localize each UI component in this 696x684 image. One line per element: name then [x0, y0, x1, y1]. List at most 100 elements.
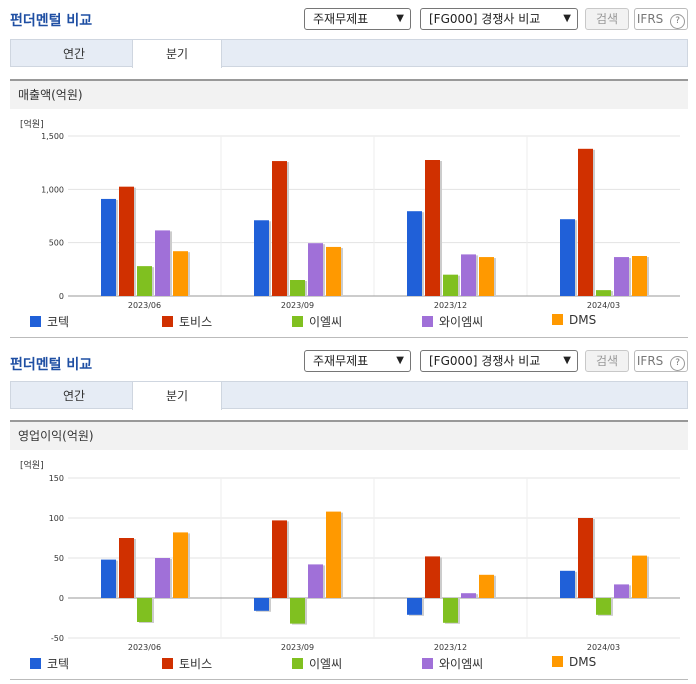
bar — [407, 598, 422, 615]
bar — [443, 274, 458, 296]
legend-item: 코텍 — [30, 313, 69, 330]
legend-swatch — [552, 656, 563, 667]
section-title: 펀더멘털 비교 — [10, 357, 93, 373]
legend-swatch — [30, 316, 41, 327]
fundamental-section-2: 펀더멘털 비교 주재무제표 ▼ [FG000] 경쟁사 비교 ▼ 검색 IFRS… — [0, 342, 696, 684]
bar — [425, 556, 440, 598]
bar — [614, 584, 629, 598]
chevron-down-icon: ▼ — [563, 355, 571, 366]
legend-item: 와이엠씨 — [422, 655, 483, 672]
chevron-down-icon: ▼ — [396, 13, 404, 24]
search-button[interactable]: 검색 — [585, 350, 629, 372]
statement-select-value: 주재무제표 — [313, 12, 369, 26]
bar — [326, 511, 341, 598]
legend-label: 와이엠씨 — [439, 315, 484, 329]
legend-swatch — [162, 658, 173, 669]
peer-group-select[interactable]: [FG000] 경쟁사 비교 ▼ — [420, 350, 578, 372]
y-tick-label: 50 — [54, 554, 64, 563]
peer-group-select[interactable]: [FG000] 경쟁사 비교 ▼ — [420, 8, 578, 30]
statement-select-value: 주재무제표 — [313, 354, 369, 368]
ifrs-label: IFRS — [636, 354, 664, 368]
bar — [596, 290, 611, 296]
period-tabs: 연간 분기 — [10, 39, 688, 68]
bar — [308, 243, 323, 296]
bar — [101, 198, 116, 296]
bar — [407, 211, 422, 296]
legend-item: DMS — [552, 655, 596, 669]
y-tick-label: -50 — [51, 634, 64, 643]
chevron-down-icon: ▼ — [396, 355, 404, 366]
bar — [614, 257, 629, 296]
legend-item: 토비스 — [162, 313, 212, 330]
y-tick-label: 1,000 — [41, 185, 64, 194]
fundamental-section-1: 펀더멘털 비교 주재무제표 ▼ [FG000] 경쟁사 비교 ▼ 검색 IFRS… — [10, 8, 688, 338]
legend-swatch — [552, 314, 563, 325]
help-icon: ? — [670, 356, 686, 371]
bar — [443, 598, 458, 623]
bar — [290, 280, 305, 296]
bar — [101, 559, 116, 598]
tab-quarterly[interactable]: 분기 — [132, 39, 222, 68]
x-tick-label: 2023/09 — [281, 301, 314, 310]
legend-item: 이엘씨 — [292, 655, 342, 672]
statement-select[interactable]: 주재무제표 ▼ — [304, 8, 411, 30]
legend-item: DMS — [552, 313, 596, 327]
bar — [155, 230, 170, 296]
y-tick-label: 100 — [49, 514, 64, 523]
panel-title: 영업이익(억원) — [10, 420, 688, 450]
peer-group-select-value: [FG000] 경쟁사 비교 — [429, 12, 541, 26]
panel-title: 매출액(억원) — [10, 79, 688, 109]
x-tick-label: 2023/09 — [281, 643, 314, 652]
bar — [578, 518, 593, 598]
y-tick-label: 0 — [59, 292, 64, 301]
section-title: 펀더멘털 비교 — [10, 13, 93, 29]
x-tick-label: 2024/03 — [587, 301, 620, 310]
operating-profit-chart: 150 100 50 0 -50 2023/06 2023/09 2023/12 2024/03 — [49, 474, 680, 652]
bar — [119, 538, 134, 598]
legend-swatch — [292, 658, 303, 669]
y-unit-label: [억원] — [20, 120, 44, 130]
y-tick-label: 500 — [49, 239, 64, 248]
tab-quarterly[interactable]: 분기 — [132, 381, 222, 410]
bar — [461, 593, 476, 598]
bar — [326, 246, 341, 296]
y-tick-label: 1,500 — [41, 132, 64, 141]
bar — [272, 161, 287, 296]
bar — [254, 598, 269, 611]
legend-swatch — [162, 316, 173, 327]
legend-label: 토비스 — [179, 315, 213, 329]
peer-group-select-value: [FG000] 경쟁사 비교 — [429, 354, 541, 368]
legend-item: 와이엠씨 — [422, 313, 483, 330]
divider — [10, 679, 688, 680]
x-tick-label: 2023/12 — [434, 301, 467, 310]
bar — [560, 570, 575, 598]
bar — [479, 257, 494, 296]
bar — [173, 532, 188, 598]
tab-annual[interactable]: 연간 — [62, 47, 86, 61]
legend-swatch — [422, 316, 433, 327]
bar — [137, 598, 152, 622]
ifrs-button[interactable]: IFRS ? — [634, 350, 688, 372]
revenue-chart: 1,500 1,000 500 0 2023/06 2023/09 2023/12 2024/… — [41, 132, 680, 310]
legend-item: 토비스 — [162, 655, 212, 672]
bar — [632, 256, 647, 296]
y-tick-label: 150 — [49, 474, 64, 483]
bar — [479, 574, 494, 598]
legend-swatch — [422, 658, 433, 669]
tab-annual[interactable]: 연간 — [62, 389, 86, 403]
legend-label: 코텍 — [47, 657, 70, 671]
legend-item: 코텍 — [30, 655, 69, 672]
bar — [596, 598, 611, 615]
x-tick-label: 2023/06 — [128, 301, 161, 310]
bar — [254, 220, 269, 296]
period-tabs: 연간 분기 — [10, 381, 688, 410]
x-tick-label: 2024/03 — [587, 643, 620, 652]
chevron-down-icon: ▼ — [563, 13, 571, 24]
bar — [461, 254, 476, 296]
statement-select[interactable]: 주재무제표 ▼ — [304, 350, 411, 372]
search-button[interactable]: 검색 — [585, 8, 629, 30]
help-icon: ? — [670, 14, 686, 29]
ifrs-button[interactable]: IFRS ? — [634, 8, 688, 30]
legend-label: 토비스 — [179, 657, 213, 671]
x-tick-label: 2023/12 — [434, 643, 467, 652]
